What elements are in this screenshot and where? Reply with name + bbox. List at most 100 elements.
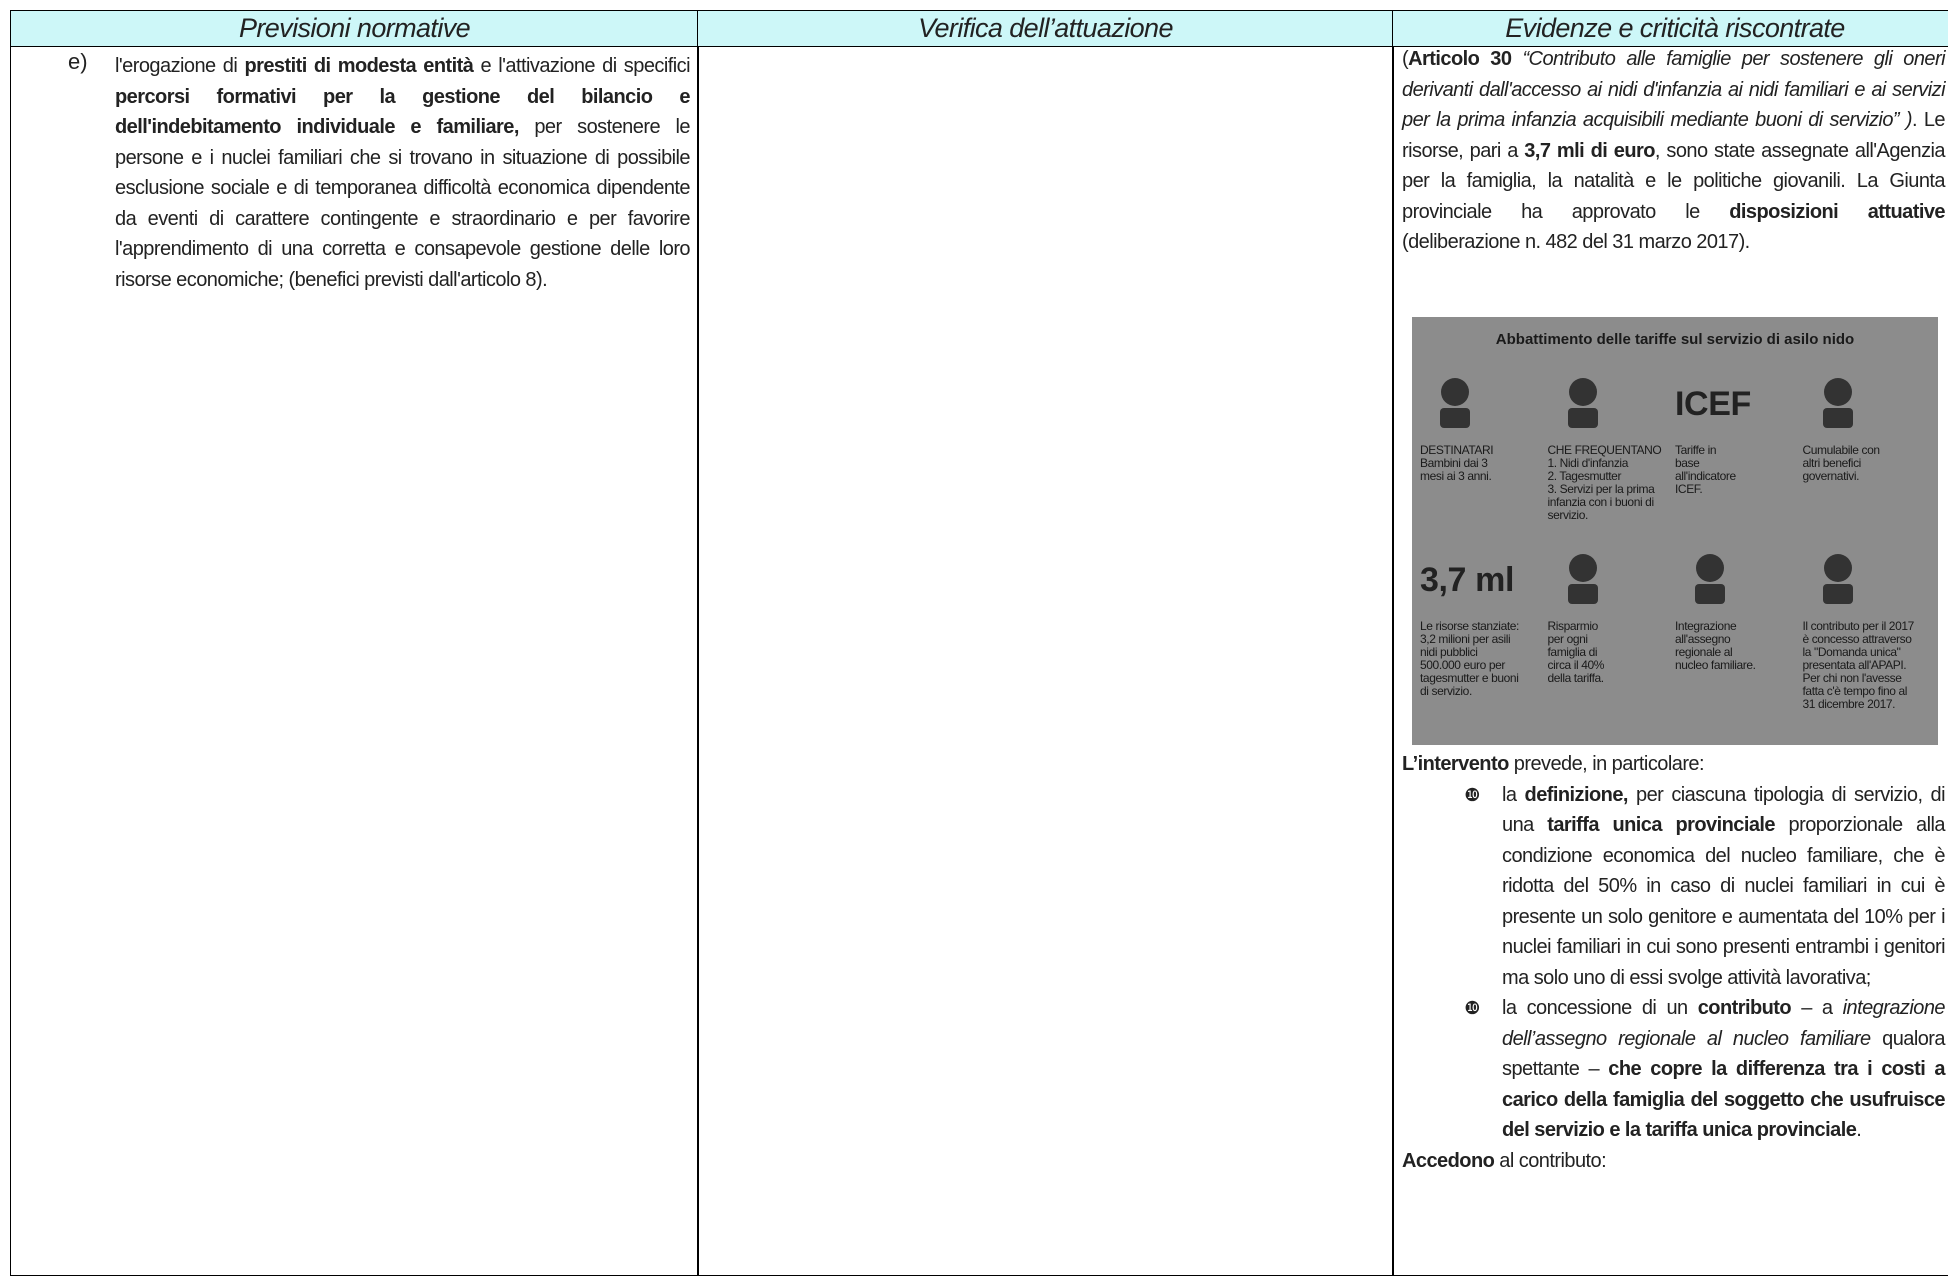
- infographic-text: governativi.: [1802, 469, 1860, 483]
- infographic-text: nucleo familiare.: [1675, 658, 1756, 672]
- infographic-text: Le risorse stanziate:: [1420, 619, 1519, 633]
- infographic-text: Tariffe in: [1675, 443, 1717, 457]
- evidence-body: L’intervento prevede, in particolare: ❿ l…: [1402, 749, 1946, 1177]
- infographic-text: Il contributo per il 2017: [1802, 619, 1915, 633]
- icon-graphic: [1695, 554, 1725, 604]
- icon: [1675, 540, 1803, 620]
- text-run: per sostenere le persone e i nuclei fami…: [115, 116, 691, 291]
- infographic-text: ICEF.: [1675, 482, 1703, 496]
- infographic-text: circa il 40%: [1547, 658, 1605, 672]
- text-run: definizione,: [1524, 783, 1629, 806]
- icon: [1420, 364, 1548, 444]
- bullet-item: ❿ la concessione di un contributo – a int…: [1442, 993, 1945, 1146]
- infographic-figure: ICEF: [1675, 385, 1751, 423]
- infographic-item: Integrazione all'assegno regionale al nucle…: [1675, 540, 1803, 711]
- infographic-text: servizio.: [1547, 508, 1589, 522]
- icon: [1548, 364, 1676, 444]
- infographic-text: della tariffa.: [1547, 671, 1605, 685]
- infographic-text: mesi ai 3 anni.: [1420, 469, 1492, 483]
- text-run: la concessione di un: [1502, 997, 1698, 1019]
- infographic-text: per ogni: [1547, 632, 1589, 646]
- text-run: “Contributo alle famiglie per sostenere …: [1402, 48, 1946, 131]
- infographic-text: 1. Nidi d'infanzia: [1547, 456, 1629, 470]
- infographic-text: presentata all'APAPI.: [1802, 658, 1907, 672]
- infographic-item: 3,7 ml Le risorse stanziate: 3,2 milioni p…: [1420, 540, 1548, 711]
- text-run: e l'attivazione di specifici: [473, 55, 691, 77]
- infographic-text: è concesso attraverso: [1802, 632, 1912, 646]
- text-run: contributo: [1697, 997, 1792, 1019]
- text-run: (deliberazione n. 482 del 31 marzo 2017)…: [1402, 231, 1750, 253]
- text-run: . Le risorse, pari a: [1402, 109, 1946, 162]
- icon-graphic: [1567, 554, 1598, 604]
- icon: [1803, 364, 1931, 444]
- text-run: l'erogazione di: [115, 55, 245, 77]
- column-header: Evidenze e criticità riscontrate: [1392, 10, 1948, 47]
- infographic-text: nidi pubblici: [1420, 645, 1478, 659]
- infographic-item: ICEF Tariffe in base all'indicatore ICEF.: [1675, 364, 1803, 522]
- infographic-text: CHE FREQUENTANO: [1547, 443, 1662, 457]
- text-run: proporzionale alla condizione economica …: [1502, 814, 1946, 989]
- text-run: prestiti di modesta entità: [244, 55, 474, 77]
- infographic-text: base: [1675, 456, 1700, 470]
- infographic-text: DESTINATARI: [1420, 443, 1494, 457]
- infographic-item: DESTINATARI Bambini dai 3 mesi ai 3 anni.: [1420, 364, 1548, 522]
- infographic-text: famiglia di: [1547, 645, 1598, 659]
- text-run: qualora spettante –: [1502, 1027, 1946, 1081]
- text-run: disposizioni attuative: [1729, 200, 1946, 223]
- bullet-marker: ❿: [1464, 998, 1480, 1018]
- text-run: al contributo:: [1494, 1149, 1607, 1172]
- icon-graphic: [1822, 378, 1853, 428]
- infographic-text: 3. Servizi per la prima: [1547, 482, 1655, 496]
- infographic-text: regionale al: [1675, 645, 1733, 659]
- paragraph: Accedono al contributo:: [1402, 1146, 1945, 1177]
- infographic-text: di servizio.: [1420, 684, 1472, 698]
- paragraph: (Articolo 30 “Contributo alle famiglie p…: [1402, 44, 1946, 258]
- text-run: , sono state assegnate all'Agenzia per l…: [1402, 139, 1946, 223]
- text-run: che copre la differenza tra i costi a ca…: [1502, 1058, 1946, 1141]
- text-run: Accedono: [1402, 1149, 1495, 1172]
- infographic-text: 500.000 euro per: [1420, 658, 1506, 672]
- infographic-title: Abbattimento delle tariffe sul servizio …: [1495, 331, 1855, 348]
- infographic-text: la "Domanda unica": [1802, 645, 1901, 659]
- icon-graphic: [1822, 554, 1853, 604]
- text-run: integrazione dell’assegno regionale al n…: [1502, 997, 1946, 1050]
- infographic-text: infanzia con i buoni di: [1547, 495, 1655, 509]
- infographic-item: Cumulabile con altri benefici governativi.: [1803, 364, 1931, 522]
- bullet-text: la concessione di un contributo – a inte…: [1502, 993, 1946, 1146]
- infographic-text: Risparmio: [1547, 619, 1599, 633]
- text-run: (: [1402, 48, 1409, 70]
- infographic-text: fatta c'è tempo fino al: [1802, 684, 1908, 698]
- infographic-text: altri benefici: [1802, 456, 1862, 470]
- infographic-row: 3,7 ml Le risorse stanziate: 3,2 milioni p…: [1412, 540, 1938, 711]
- infographic-text: all'indicatore: [1675, 469, 1736, 483]
- infographic: Abbattimento delle tariffe sul servizio …: [1412, 317, 1938, 745]
- bullet-list: ❿ la definizione, per ciascuna tipologia …: [1402, 780, 1945, 1146]
- infographic-text: Integrazione: [1675, 619, 1737, 633]
- text-run: Articolo 30: [1408, 48, 1512, 70]
- bullet-marker: ❿: [1464, 784, 1480, 805]
- list-marker: e): [68, 49, 88, 74]
- infographic-item: CHE FREQUENTANO 1. Nidi d'infanzia 2. Tage…: [1548, 364, 1676, 522]
- bullet-item: ❿ la definizione, per ciascuna tipologia …: [1442, 780, 1945, 994]
- infographic-row: DESTINATARI Bambini dai 3 mesi ai 3 anni. C…: [1412, 364, 1938, 522]
- text-run: 3,7 mli di euro: [1524, 139, 1655, 162]
- infographic-text: tagesmutter e buoni: [1420, 671, 1519, 685]
- infographic-figure: 3,7 ml: [1420, 561, 1514, 599]
- infographic-text: all'assegno: [1675, 632, 1731, 646]
- infographic-text: Bambini dai 3: [1420, 456, 1488, 470]
- paragraph: L’intervento prevede, in particolare:: [1402, 749, 1945, 780]
- text-run: la: [1502, 783, 1525, 806]
- infographic-text: Per chi non l'avesse: [1802, 671, 1902, 685]
- icon: [1803, 540, 1931, 620]
- text-run: L’intervento: [1402, 753, 1509, 775]
- column-header: Verifica dell’attuazione: [697, 10, 1394, 47]
- icon-graphic: [1567, 378, 1598, 428]
- infographic-item: Risparmio per ogni famiglia di circa il 40%…: [1548, 540, 1676, 711]
- icon: [1548, 540, 1676, 620]
- text-run: .: [1856, 1119, 1862, 1141]
- infographic-text: 31 dicembre 2017.: [1802, 697, 1896, 711]
- infographic-text: Cumulabile con: [1802, 443, 1881, 457]
- table-cell: (Articolo 30 “Contributo alle famiglie p…: [1392, 46, 1948, 1276]
- bullet-text: la definizione, per ciascuna tipologia d…: [1502, 780, 1946, 994]
- infographic-text: 3,2 milioni per asili: [1420, 632, 1511, 646]
